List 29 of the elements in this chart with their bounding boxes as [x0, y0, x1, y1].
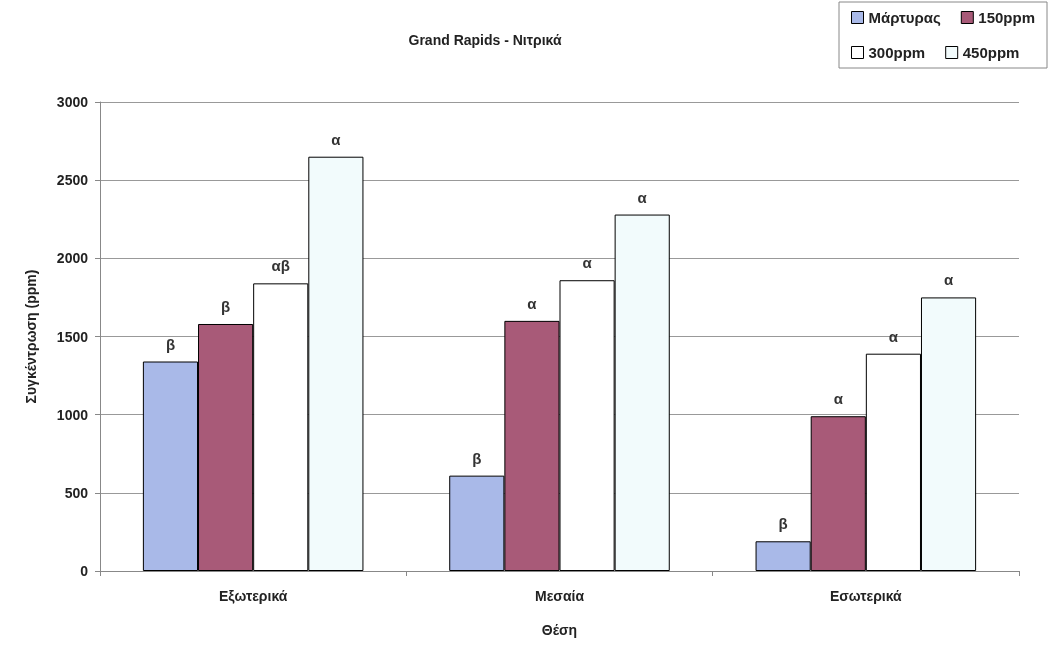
y-tick-label: 1000 [56, 406, 89, 423]
legend-label: 450ppm [962, 44, 1020, 61]
data-label: β [165, 335, 176, 353]
data-label: α [582, 254, 593, 272]
data-label: β [472, 449, 482, 467]
x-tick-label: Μεσαία [535, 588, 585, 604]
y-tick-label: 2000 [56, 250, 89, 267]
x-tick-label: Εσωτερικά [829, 588, 903, 604]
data-label: α [637, 188, 648, 206]
data-label: α [833, 390, 844, 408]
data-label: α [943, 271, 954, 289]
x-tick-label: Εξωτερικά [218, 588, 288, 604]
y-tick-label: 500 [64, 484, 89, 501]
legend-label: Μάρτυρας [868, 9, 942, 26]
y-tick-label: 2500 [56, 172, 89, 189]
data-label: β [778, 515, 788, 533]
y-tick-label: 3000 [56, 94, 89, 110]
legend-label: 150ppm [978, 9, 1036, 26]
data-label: α [888, 327, 899, 345]
x-axis-title: Θέση [541, 622, 578, 638]
data-label: αβ [271, 257, 290, 275]
y-tick-label: 1500 [56, 328, 89, 345]
data-label: β [221, 297, 231, 315]
data-label: α [331, 130, 342, 148]
data-label: α [527, 294, 538, 312]
y-axis-title: Συγκέντρωση (ppm) [23, 269, 39, 404]
y-tick-label: 0 [80, 563, 89, 579]
legend-label: 300ppm [868, 44, 926, 61]
chart-title: Grand Rapids - Νιτρικά [408, 32, 562, 48]
